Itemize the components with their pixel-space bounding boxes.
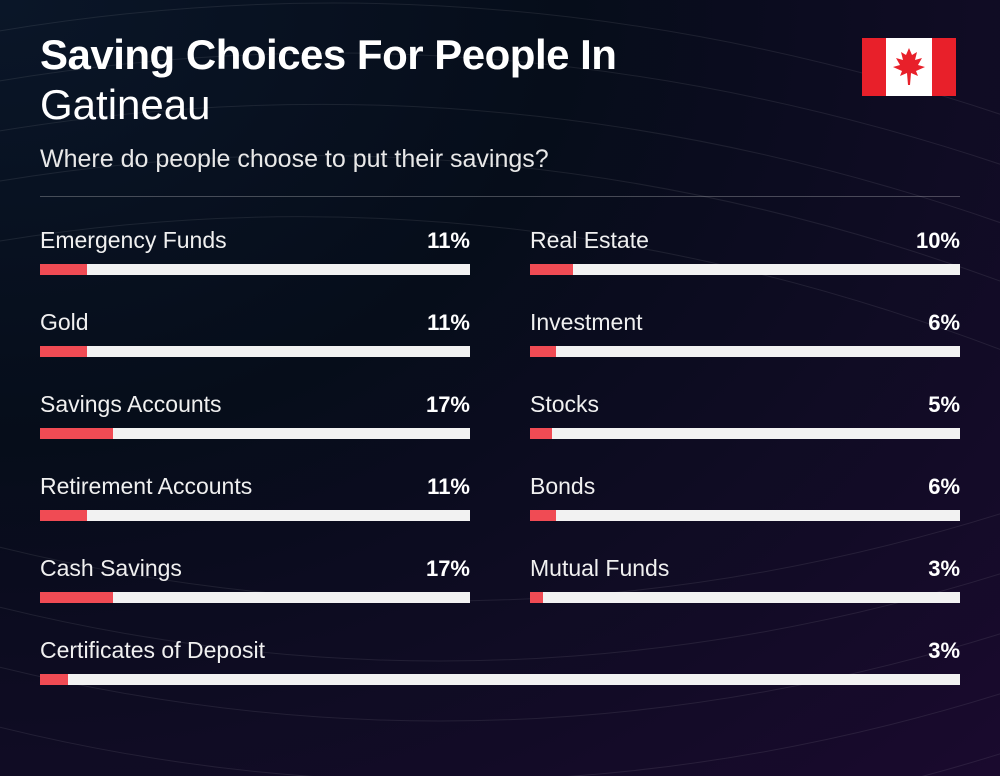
bar-item: Real Estate 10% (530, 227, 960, 275)
bar-track (530, 264, 960, 275)
bar-item: Stocks 5% (530, 391, 960, 439)
title-block: Saving Choices For People In Gatineau Wh… (40, 32, 862, 174)
bar-value: 11% (427, 228, 470, 254)
bar-item-head: Cash Savings 17% (40, 555, 470, 582)
bar-value: 3% (928, 638, 960, 664)
bar-item: Bonds 6% (530, 473, 960, 521)
bar-item: Cash Savings 17% (40, 555, 470, 603)
bar-track (530, 346, 960, 357)
subtitle: Where do people choose to put their savi… (40, 145, 862, 174)
canada-flag-icon (862, 38, 956, 96)
bar-fill (530, 510, 556, 521)
bar-fill (40, 264, 87, 275)
bar-item: Mutual Funds 3% (530, 555, 960, 603)
bar-value: 11% (427, 310, 470, 336)
bar-label: Investment (530, 309, 643, 336)
bar-item-head: Mutual Funds 3% (530, 555, 960, 582)
bar-fill (40, 510, 87, 521)
bar-value: 11% (427, 474, 470, 500)
bar-label: Real Estate (530, 227, 649, 254)
bar-item: Gold 11% (40, 309, 470, 357)
bar-item-head: Investment 6% (530, 309, 960, 336)
bar-track (530, 592, 960, 603)
bar-label: Retirement Accounts (40, 473, 252, 500)
bar-value: 6% (928, 474, 960, 500)
bar-fill (40, 428, 113, 439)
title-line2: Gatineau (40, 80, 862, 130)
bar-item-head: Savings Accounts 17% (40, 391, 470, 418)
bar-label: Savings Accounts (40, 391, 222, 418)
bar-label: Cash Savings (40, 555, 182, 582)
bar-track (40, 510, 470, 521)
bar-track (530, 428, 960, 439)
bar-track (40, 346, 470, 357)
bar-label: Certificates of Deposit (40, 637, 265, 664)
bar-label: Emergency Funds (40, 227, 227, 254)
bar-item: Savings Accounts 17% (40, 391, 470, 439)
bar-track (40, 592, 470, 603)
bar-track (40, 674, 960, 685)
bar-fill (530, 346, 556, 357)
bar-fill (40, 592, 113, 603)
bar-item: Retirement Accounts 11% (40, 473, 470, 521)
infographic-content: Saving Choices For People In Gatineau Wh… (0, 0, 1000, 717)
bar-fill (530, 264, 573, 275)
bar-value: 17% (426, 392, 470, 418)
bar-item: Certificates of Deposit 3% (40, 637, 960, 685)
bar-value: 3% (928, 556, 960, 582)
bar-value: 5% (928, 392, 960, 418)
divider (40, 196, 960, 197)
bar-fill (40, 674, 68, 685)
bar-fill (530, 592, 543, 603)
bar-fill (40, 346, 87, 357)
bar-item: Investment 6% (530, 309, 960, 357)
bar-fill (530, 428, 552, 439)
bar-item-head: Real Estate 10% (530, 227, 960, 254)
bars-grid: Emergency Funds 11% Real Estate 10% Gold 11% I… (40, 227, 960, 685)
bar-value: 10% (916, 228, 960, 254)
header: Saving Choices For People In Gatineau Wh… (40, 32, 960, 174)
bar-item-head: Emergency Funds 11% (40, 227, 470, 254)
bar-track (530, 510, 960, 521)
bar-item-head: Certificates of Deposit 3% (40, 637, 960, 664)
bar-track (40, 264, 470, 275)
bar-label: Mutual Funds (530, 555, 669, 582)
bar-track (40, 428, 470, 439)
bar-item-head: Stocks 5% (530, 391, 960, 418)
bar-label: Stocks (530, 391, 599, 418)
bar-item: Emergency Funds 11% (40, 227, 470, 275)
bar-item-head: Retirement Accounts 11% (40, 473, 470, 500)
bar-item-head: Gold 11% (40, 309, 470, 336)
bar-value: 17% (426, 556, 470, 582)
bar-label: Gold (40, 309, 89, 336)
bar-label: Bonds (530, 473, 595, 500)
bar-item-head: Bonds 6% (530, 473, 960, 500)
title-line1: Saving Choices For People In (40, 32, 862, 78)
bar-value: 6% (928, 310, 960, 336)
